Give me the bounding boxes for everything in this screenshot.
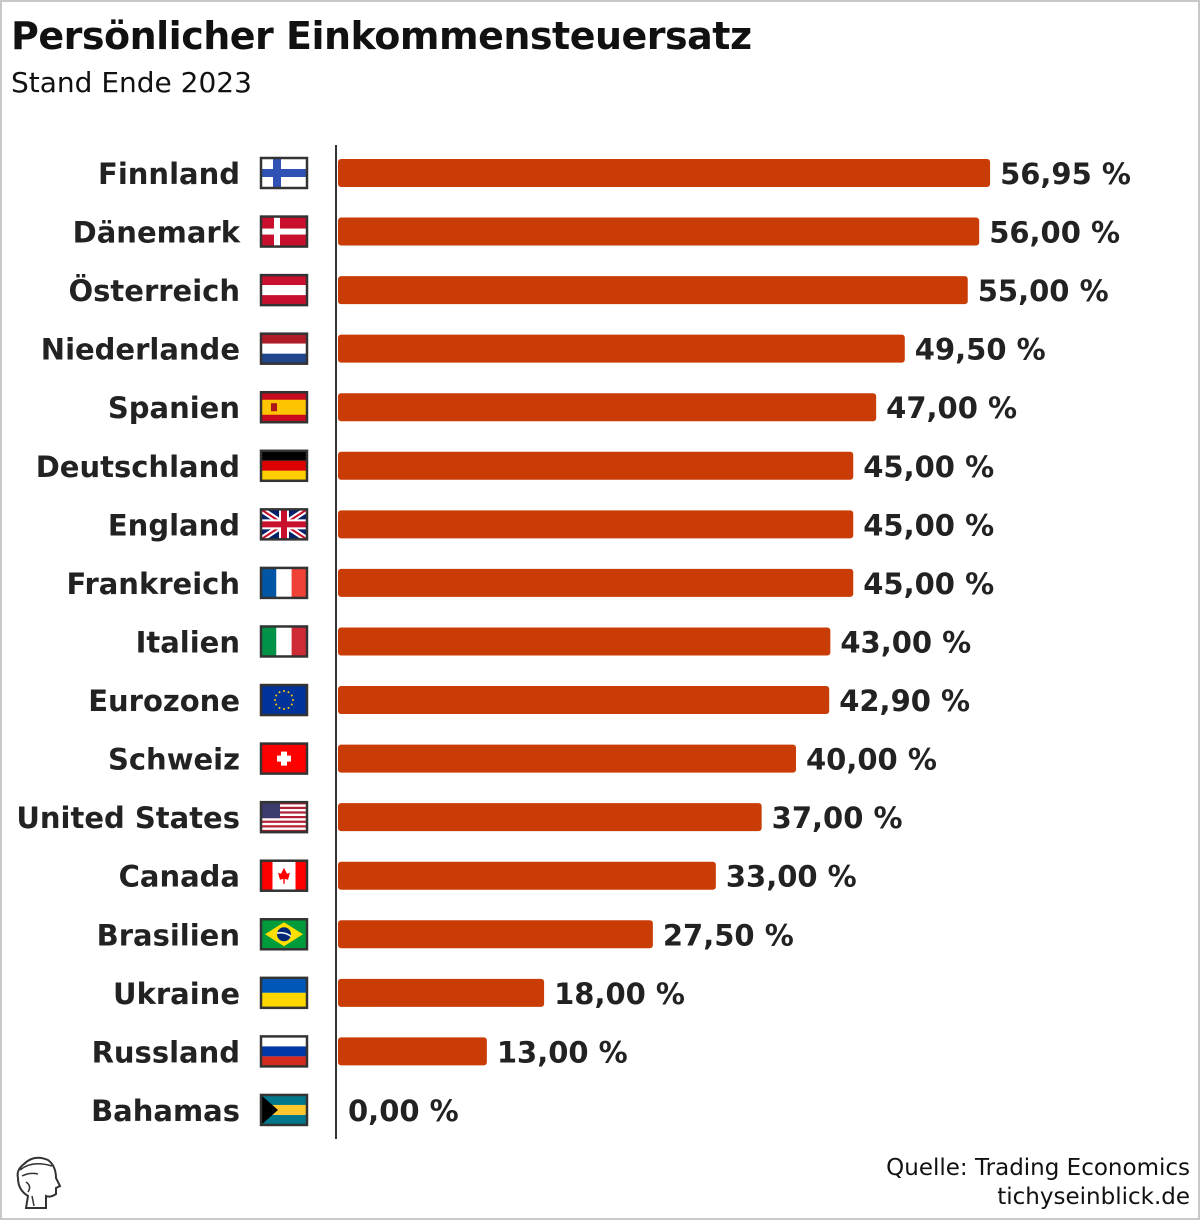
value-label: 27,50 % [663,918,794,952]
bar-row: Dänemark 56,00 % [73,215,1120,250]
category-label: Spanien [108,391,240,425]
bar [338,803,762,832]
flag-es-icon [259,390,309,424]
chart-title: Persönlicher Einkommensteuersatz [11,14,752,58]
value-label: 0,00 % [348,1094,459,1128]
flag-ch-icon [259,742,309,775]
category-label: Frankreich [66,567,240,601]
bar [338,1037,487,1066]
value-label: 45,00 % [863,567,994,601]
value-label: 43,00 % [840,625,971,659]
category-label: Brasilien [97,918,240,952]
bar-row: Deutschland 45,00 % [36,449,994,484]
bar-row: Italien 43,00 % [136,625,971,659]
site-credit: tichyseinblick.de [997,1184,1190,1210]
bar [338,978,545,1007]
bar [338,451,854,480]
flag-de-icon [259,449,309,483]
bar-row: Spanien 47,00 % [108,390,1017,425]
bar [338,920,653,949]
category-label: Eurozone [88,684,240,718]
value-label: 33,00 % [726,860,857,894]
value-label: 56,95 % [1000,157,1131,191]
flag-nl-icon [259,332,309,365]
flag-fr-icon [259,566,309,600]
value-label: 56,00 % [989,216,1120,250]
bar [338,568,854,597]
source-note: Quelle: Trading Economics tichyseinblick… [886,1154,1190,1212]
bar [338,334,905,363]
category-label: Finnland [98,157,240,191]
bar-row: Eurozone 42,90 % [88,683,970,718]
flag-dk-icon [259,215,309,248]
bar-row: Schweiz 40,00 % [108,742,937,777]
flag-ua-icon [259,976,309,1010]
flag-it-icon [259,625,309,658]
flag-gb-icon [259,506,309,542]
value-label: 13,00 % [497,1035,628,1069]
value-label: 40,00 % [806,743,937,777]
source-text: Quelle: Trading Economics [886,1155,1190,1181]
value-label: 37,00 % [772,801,903,835]
bar [338,510,854,539]
flag-eu-icon [259,683,309,717]
category-label: England [108,508,240,542]
category-label: Ukraine [113,977,240,1011]
bar [338,686,830,715]
flag-at-icon [259,273,309,307]
value-label: 47,00 % [886,391,1017,425]
chart-subtitle: Stand Ende 2023 [11,66,252,99]
bar [338,393,877,422]
bar [338,627,831,656]
flag-bs-icon [259,1093,309,1127]
flag-us-icon [259,800,309,834]
bar-row: Ukraine 18,00 % [113,976,685,1011]
value-label: 45,00 % [863,508,994,542]
value-label: 42,90 % [839,684,970,718]
category-label: Deutschland [36,450,240,484]
flag-ca-icon [259,859,309,892]
bar-row: United States 37,00 % [16,800,903,835]
value-label: 49,50 % [915,333,1046,367]
flag-fi-icon [259,156,309,190]
category-label: Russland [92,1035,240,1069]
category-label: United States [16,801,240,835]
bar-row: Österreich 55,00 % [69,273,1109,308]
bar [338,276,968,305]
bar [338,861,716,890]
flag-br-icon [259,918,309,951]
category-label: Italien [136,625,240,659]
value-label: 55,00 % [978,274,1109,308]
category-label: Canada [119,860,240,894]
bar-row: England 45,00 % [108,506,994,542]
bar [338,159,991,187]
bar [338,217,980,246]
value-label: 45,00 % [863,450,994,484]
category-label: Niederlande [41,333,240,367]
value-label: 18,00 % [554,977,685,1011]
bar-row: Frankreich 45,00 % [66,566,994,601]
hermes-head-logo [16,1156,62,1209]
bar-row: Bahamas 0,00 % [91,1093,459,1128]
category-label: Dänemark [73,216,241,250]
bar [338,744,796,773]
category-label: Österreich [69,274,241,308]
bar-row: Brasilien 27,50 % [97,918,794,952]
bar-row: Niederlande 49,50 % [41,332,1046,367]
bar-row: Canada 33,00 % [119,859,857,894]
category-label: Bahamas [91,1094,240,1128]
flag-ru-icon [259,1035,309,1068]
bar-row: Finnland 56,95 % [98,156,1131,191]
category-label: Schweiz [108,743,240,777]
bar-row: Russland 13,00 % [92,1035,628,1069]
